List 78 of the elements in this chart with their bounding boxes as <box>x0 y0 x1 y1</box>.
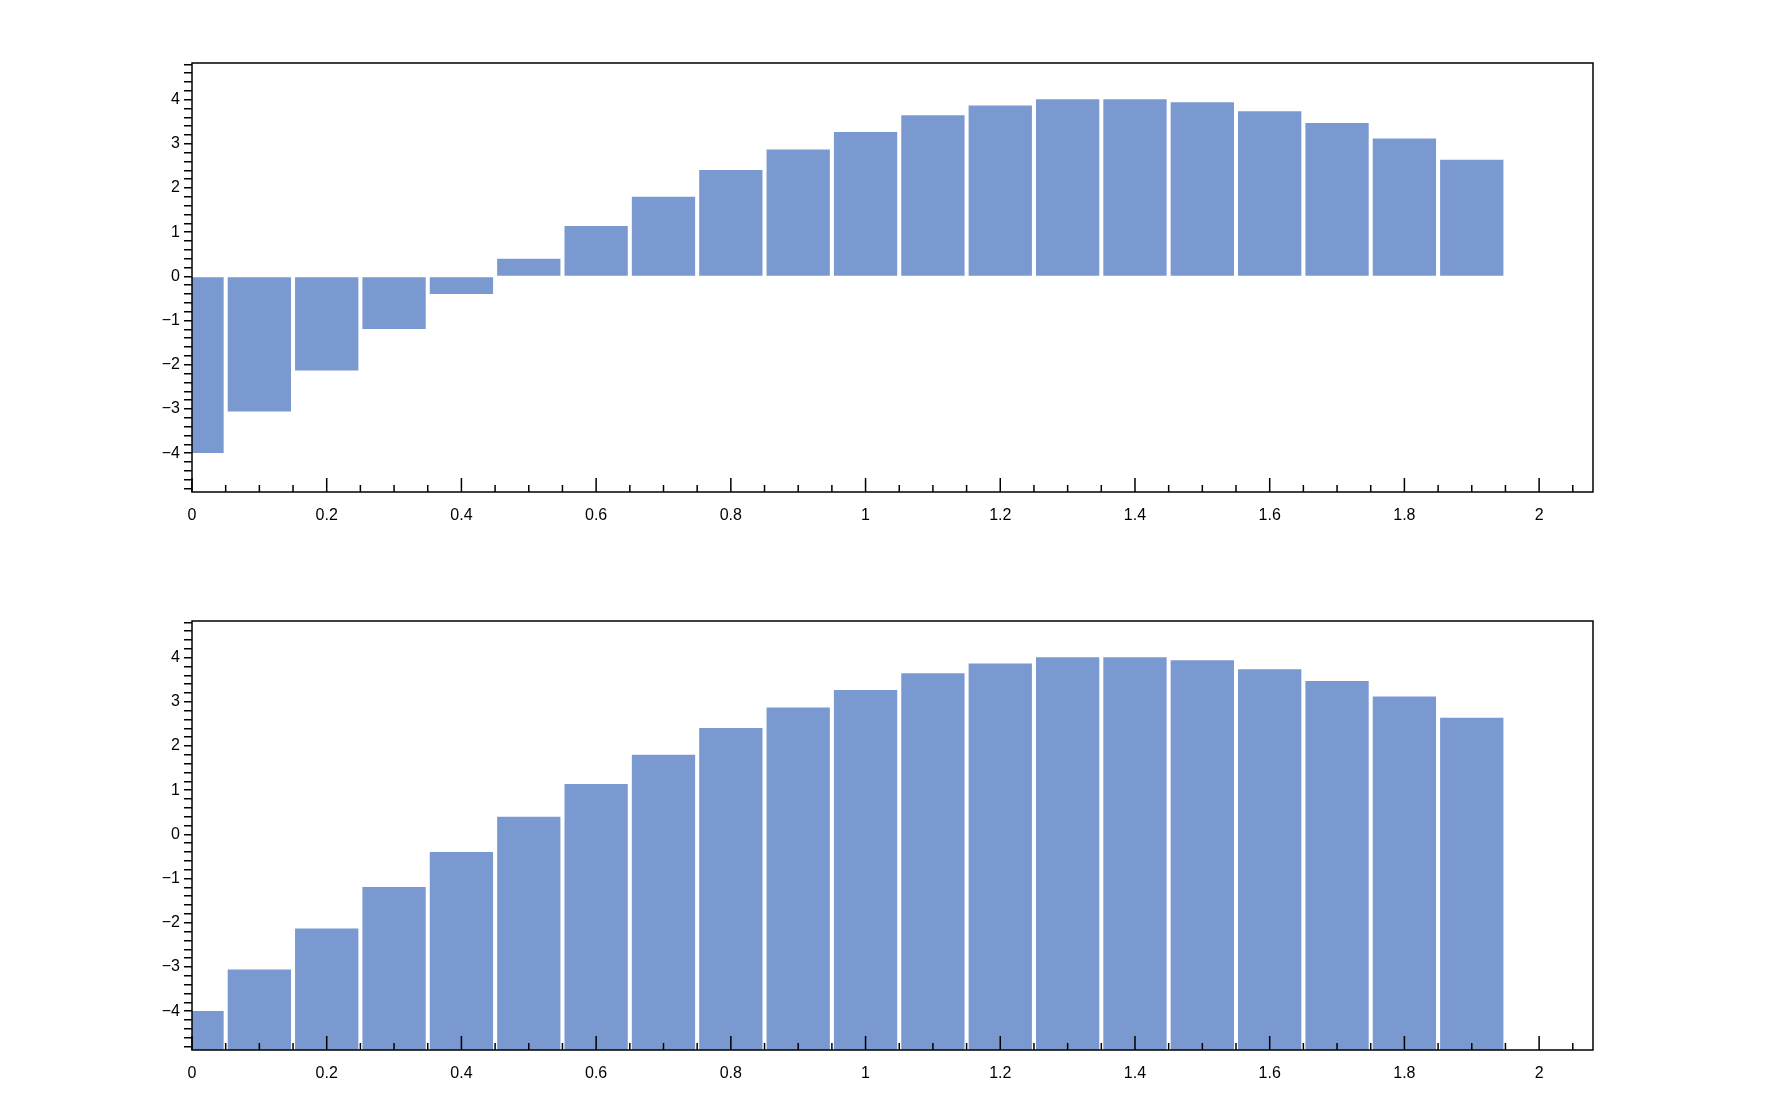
bar <box>429 852 494 1050</box>
y-tick-label: 2 <box>171 736 181 754</box>
y-tick-label: −3 <box>161 957 181 975</box>
y-tick-label: −4 <box>161 1001 181 1019</box>
bar <box>1035 657 1100 1050</box>
y-tick-label: −1 <box>161 868 181 886</box>
y-tick-label: 1 <box>171 780 181 798</box>
y-tick-label: −1 <box>161 310 181 328</box>
bar <box>833 131 898 276</box>
bar <box>901 115 965 276</box>
bar <box>699 727 763 1050</box>
bar <box>429 277 494 295</box>
bar <box>901 673 965 1050</box>
x-tick-label: 2 <box>1534 506 1544 524</box>
bar <box>227 277 292 412</box>
bar <box>766 149 830 276</box>
bar <box>1170 660 1234 1050</box>
x-tick-label: 1.4 <box>1123 1064 1147 1082</box>
bar <box>1372 138 1437 276</box>
bar <box>1440 717 1504 1050</box>
bar <box>497 258 561 276</box>
y-tick-label: 1 <box>171 222 181 240</box>
bar <box>1238 669 1302 1050</box>
y-tick-label: −3 <box>161 399 181 417</box>
x-tick-label: 0.6 <box>585 506 608 524</box>
bar <box>1440 159 1504 276</box>
bar <box>1305 123 1369 276</box>
x-tick-label: 0 <box>187 506 197 524</box>
x-tick-label: 1.2 <box>989 506 1012 524</box>
bar <box>295 928 359 1050</box>
x-tick-label: 0.8 <box>719 506 743 524</box>
bar <box>227 969 292 1050</box>
x-tick-label: 1.8 <box>1393 506 1416 524</box>
x-tick-label: 0.4 <box>450 1064 473 1082</box>
bar <box>631 754 696 1050</box>
y-tick-label: −2 <box>161 355 181 373</box>
x-tick-label: 2 <box>1534 1064 1544 1082</box>
bar <box>766 707 830 1050</box>
bar <box>833 689 898 1050</box>
y-tick-label: 2 <box>171 178 181 196</box>
bar <box>1238 111 1302 276</box>
bar <box>497 816 561 1050</box>
bar <box>1103 99 1167 276</box>
x-tick-label: 1.4 <box>1123 506 1147 524</box>
bar <box>699 169 763 276</box>
bar <box>362 886 426 1050</box>
x-tick-label: 0.8 <box>719 1064 743 1082</box>
bar <box>564 784 628 1050</box>
bar <box>564 226 628 276</box>
x-tick-label: 0.2 <box>315 1064 338 1082</box>
y-tick-label: −2 <box>161 913 181 931</box>
bar <box>1170 102 1234 276</box>
x-tick-label: 1.6 <box>1258 1064 1281 1082</box>
x-tick-label: 0.4 <box>450 506 473 524</box>
bar <box>295 277 359 371</box>
y-tick-label: 0 <box>171 266 181 284</box>
y-tick-label: 4 <box>171 90 181 108</box>
y-tick-label: −4 <box>161 443 181 461</box>
x-tick-label: 1.8 <box>1393 1064 1416 1082</box>
x-tick-label: 0 <box>187 1064 197 1082</box>
bar <box>631 196 696 276</box>
bar <box>1103 657 1167 1050</box>
x-tick-label: 1 <box>861 506 871 524</box>
bar <box>362 277 426 329</box>
bar <box>968 663 1032 1050</box>
y-tick-label: 4 <box>171 648 181 666</box>
y-tick-label: 0 <box>171 824 181 842</box>
x-tick-label: 1.2 <box>989 1064 1012 1082</box>
y-tick-label: 3 <box>171 692 181 710</box>
bar <box>1035 99 1100 276</box>
bar <box>1305 681 1369 1050</box>
y-tick-label: 3 <box>171 134 181 152</box>
x-tick-label: 1.6 <box>1258 506 1281 524</box>
x-tick-label: 1 <box>861 1064 871 1082</box>
bar <box>1372 696 1437 1050</box>
bar <box>968 105 1032 276</box>
x-tick-label: 0.6 <box>585 1064 608 1082</box>
x-tick-label: 0.2 <box>315 506 338 524</box>
